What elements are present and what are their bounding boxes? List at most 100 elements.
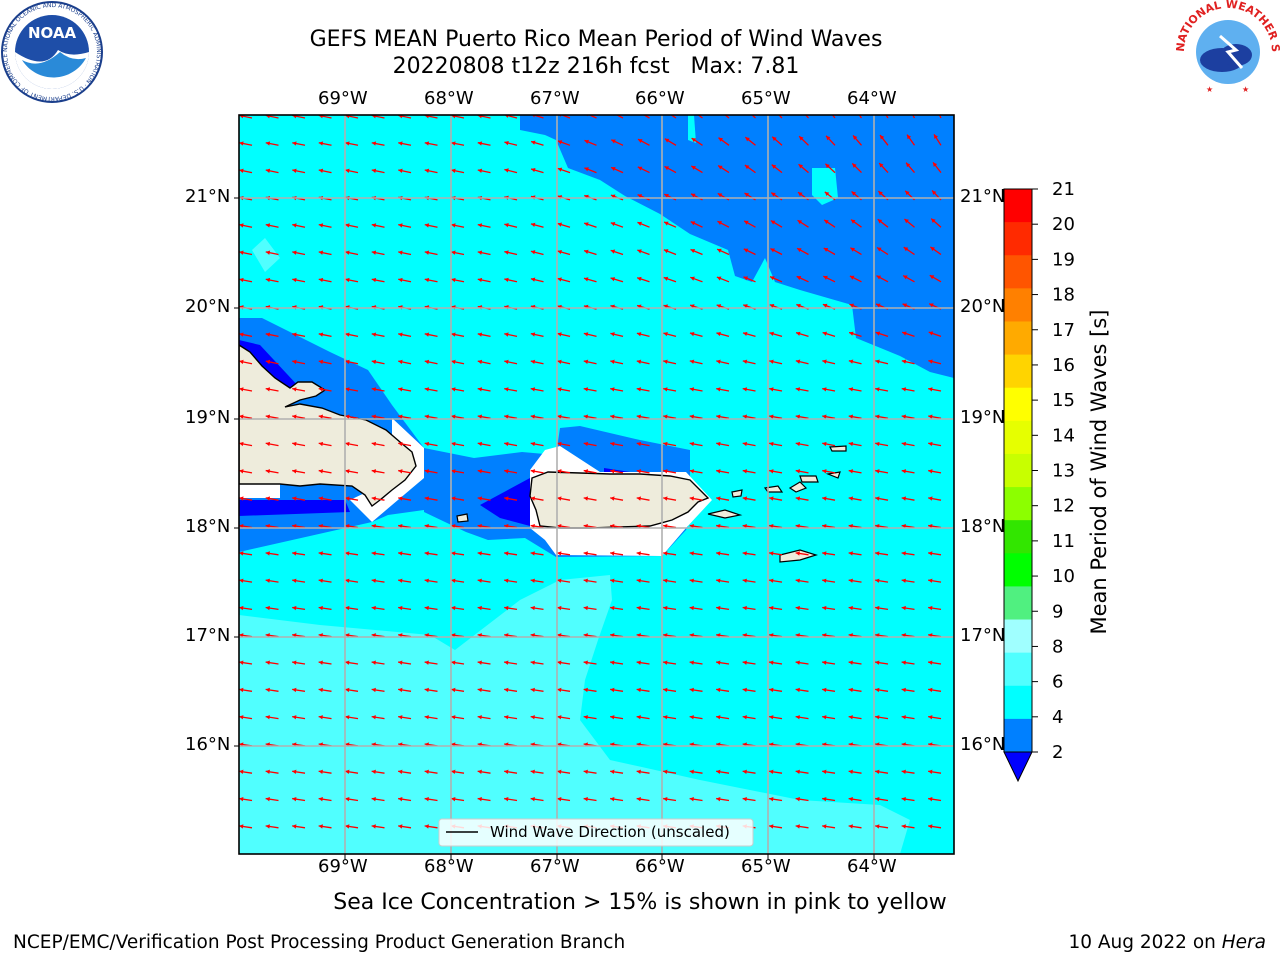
wind-arrow-head — [345, 359, 350, 365]
colorbar-tick-label: 15 — [1052, 390, 1075, 411]
wind-arrow-head — [292, 141, 297, 146]
plot-subtitle: 20220808 t12z 216h fcst Max: 7.81 — [392, 54, 800, 79]
wind-arrow-head — [292, 332, 297, 337]
wind-arrow-head — [239, 115, 244, 119]
lon-label-top: 69°W — [318, 88, 368, 109]
wind-arrow-head — [398, 441, 403, 447]
wind-arrow-head — [716, 578, 721, 583]
wind-arrow-head — [769, 578, 774, 583]
colorbar-tick-label: 9 — [1052, 601, 1063, 622]
wind-arrow-head — [398, 332, 403, 337]
wind-arrow-head — [902, 331, 907, 336]
wind-arrow-head — [689, 687, 694, 693]
wind-arrow-head — [901, 551, 906, 556]
lon-label-top: 67°W — [530, 88, 580, 109]
wind-arrow-head — [345, 115, 350, 119]
wind-arrow-head — [477, 115, 482, 119]
wind-arrow-head — [451, 141, 456, 146]
wind-arrow-head — [636, 715, 641, 720]
colorbar-tick-label: 16 — [1052, 355, 1075, 376]
wind-arrow — [670, 115, 677, 119]
wind-arrow-head — [371, 769, 376, 775]
wind-arrow-head — [795, 605, 800, 611]
wind-arrow-head — [610, 441, 615, 447]
wind-arrow-head — [636, 414, 642, 419]
wind-arrow — [938, 115, 942, 119]
wind-arrow-head — [769, 469, 774, 474]
wind-arrow-head — [424, 578, 429, 583]
wind-arrow-head — [905, 190, 910, 196]
wind-arrow-head — [800, 108, 804, 112]
wind-arrow-head — [610, 414, 615, 419]
wind-arrow-head — [265, 578, 270, 583]
wind-arrow-head — [424, 277, 430, 283]
wind-arrow-head — [690, 248, 696, 254]
wind-arrow-head — [636, 441, 642, 447]
wind-arrow-head — [292, 168, 297, 173]
wind-arrow-head — [742, 387, 748, 392]
wind-arrow-head — [691, 165, 696, 170]
wind-arrow-head — [690, 276, 695, 281]
wind-arrow-head — [769, 769, 774, 775]
wind-arrow-head — [637, 276, 642, 282]
wind-arrow-head — [848, 496, 854, 501]
wind-arrow-head — [292, 359, 297, 365]
wind-arrow-head — [689, 496, 695, 501]
wind-arrow-head — [504, 359, 509, 365]
wind-arrow-head — [530, 796, 535, 802]
wind-arrow-head — [371, 469, 377, 474]
wind-arrow-head — [928, 469, 933, 474]
wind-arrow-head — [610, 769, 615, 775]
wind-arrow — [858, 115, 863, 119]
wind-arrow-head — [345, 660, 350, 665]
date-text: 10 Aug 2022 on — [1068, 932, 1222, 953]
wind-arrow-head — [795, 441, 801, 447]
wind-arrow-head — [292, 496, 297, 501]
wind-arrow-head — [744, 192, 750, 197]
lon-label-bottom: 64°W — [847, 856, 897, 877]
wind-arrow-head — [265, 796, 270, 802]
wind-arrow-head — [610, 715, 615, 720]
wind-arrow-head — [477, 250, 483, 255]
wind-arrow-head — [742, 605, 747, 611]
wind-arrow-head — [557, 715, 562, 720]
wind-arrow-head — [318, 141, 324, 146]
wind-arrow-head — [530, 250, 536, 255]
wind-arrow-head — [822, 359, 827, 364]
wind-arrow-head — [292, 578, 297, 583]
wind-arrow-head — [504, 168, 509, 173]
wind-arrow-head — [504, 277, 509, 282]
wind-arrow-head — [530, 414, 536, 419]
wind-arrow-head — [637, 221, 642, 226]
wind-arrow-head — [239, 824, 244, 829]
colorbar-swatch — [1004, 420, 1032, 455]
wind-arrow-head — [451, 715, 456, 720]
colorbar-tick-label: 14 — [1052, 425, 1075, 446]
colorbar-swatch — [1004, 718, 1032, 753]
date-line: 10 Aug 2022 on Hera — [1068, 932, 1266, 953]
wind-arrow-head — [849, 303, 854, 308]
wind-arrow-head — [398, 715, 403, 720]
wind-arrow-head — [398, 469, 403, 474]
wind-arrow-head — [717, 193, 723, 198]
wind-arrow-head — [689, 715, 694, 720]
wind-arrow-head — [928, 496, 933, 501]
wind-arrow — [531, 115, 544, 119]
wind-arrow-head — [557, 140, 563, 145]
wind-arrow-head — [663, 249, 669, 254]
wind-arrow-head — [239, 223, 244, 228]
wind-arrow-head — [901, 605, 906, 611]
wind-arrow-head — [424, 824, 429, 829]
wind-arrow-head — [265, 687, 270, 693]
wind-arrow-head — [345, 769, 350, 775]
wind-arrow-head — [424, 141, 430, 146]
wind-arrow-head — [745, 137, 750, 142]
wind-arrow-head — [318, 605, 323, 611]
wind-arrow-head — [691, 138, 697, 143]
wind-arrow-head — [583, 359, 589, 364]
wind-arrow-head — [929, 275, 935, 280]
wind-arrow-head — [318, 359, 324, 365]
wind-arrow-head — [265, 168, 271, 173]
wind-arrow-head — [797, 220, 803, 225]
wind-arrow-head — [371, 223, 377, 228]
